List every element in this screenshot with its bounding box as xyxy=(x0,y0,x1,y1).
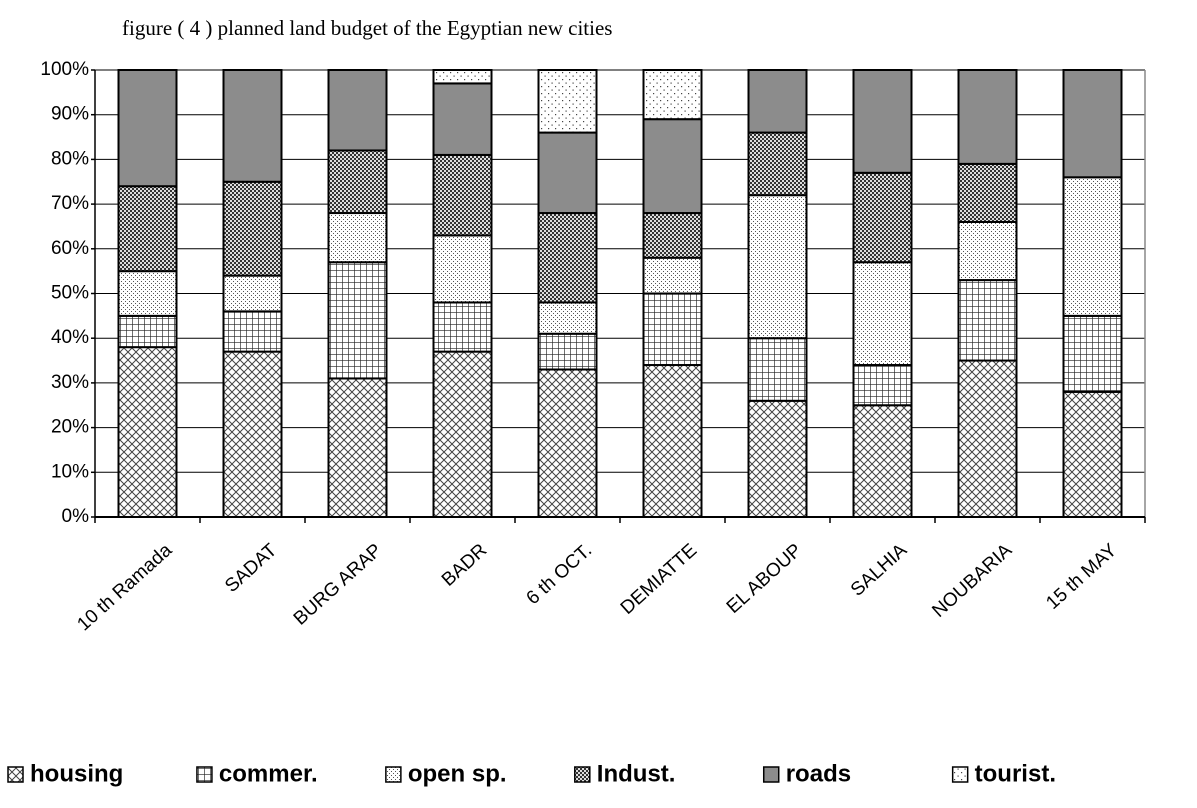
bar-segment xyxy=(432,153,493,237)
bar-segment xyxy=(747,337,808,402)
y-tick-label: 10% xyxy=(51,461,89,482)
bar-segment xyxy=(222,69,283,183)
bar-segment xyxy=(117,270,178,317)
bar-segment xyxy=(747,194,808,340)
bar-segment xyxy=(852,69,913,174)
bar-segment xyxy=(747,399,808,518)
bar-segment xyxy=(537,69,598,134)
legend-label: tourist. xyxy=(975,760,1056,787)
x-tick-label: 15 th MAY xyxy=(1042,540,1121,614)
bar-segment xyxy=(327,149,388,215)
bar-segment xyxy=(327,69,388,152)
legend-swatch xyxy=(196,766,213,783)
bar-segment xyxy=(432,301,493,353)
bar-segment xyxy=(432,82,493,156)
bar-segment xyxy=(852,171,913,264)
bar-segment xyxy=(852,404,913,518)
bar-segment xyxy=(537,301,598,335)
bar-segment xyxy=(327,212,388,264)
bar-segment xyxy=(222,180,283,277)
bar-segment xyxy=(642,212,703,259)
y-tick-label: 90% xyxy=(51,104,89,125)
x-tick-label: 6 th OCT. xyxy=(523,540,597,609)
bar-segment xyxy=(642,292,703,367)
x-tick-label: SALHIA xyxy=(847,540,912,601)
bar-segment xyxy=(222,350,283,518)
legend-label: roads xyxy=(786,760,851,787)
bar-segment xyxy=(957,162,1018,223)
legend-swatch xyxy=(385,766,402,783)
bar-segment xyxy=(852,261,913,367)
x-tick-label: BADR xyxy=(438,540,491,591)
legend-label: commer. xyxy=(219,760,318,787)
y-tick-label: 80% xyxy=(51,148,89,169)
legend-swatch xyxy=(7,766,24,783)
bar-segment xyxy=(537,332,598,371)
bar-segment xyxy=(222,310,283,353)
bar-segment xyxy=(747,131,808,197)
legend-swatch xyxy=(951,766,969,783)
bar-segment xyxy=(537,368,598,518)
bar-segment xyxy=(432,350,493,518)
y-tick-label: 30% xyxy=(51,372,89,393)
bar-segment xyxy=(1062,176,1123,317)
x-tick-label: BURG ARAP xyxy=(290,540,386,630)
bar-segment xyxy=(117,314,178,349)
bar-segment xyxy=(117,185,178,273)
legend-swatch xyxy=(762,766,780,783)
bar-segment xyxy=(957,220,1018,282)
y-tick-label: 100% xyxy=(40,59,89,80)
bar-segment xyxy=(537,212,598,304)
y-tick-label: 70% xyxy=(51,193,89,214)
bar-segment xyxy=(1062,69,1123,179)
x-tick-label: SADAT xyxy=(221,540,281,597)
bar-segment xyxy=(852,364,913,407)
bar-segment xyxy=(222,274,283,313)
bar-segment xyxy=(957,359,1018,518)
x-tick-label: NOUBARIA xyxy=(928,540,1016,622)
y-tick-label: 40% xyxy=(51,327,89,348)
bar-segment xyxy=(642,69,703,121)
bar-segment xyxy=(327,377,388,518)
bar-segment xyxy=(642,256,703,295)
bar-segment xyxy=(432,69,493,85)
legend-label: housing xyxy=(30,760,123,787)
y-tick-label: 60% xyxy=(51,238,89,259)
x-tick-label: 10 th Ramada xyxy=(73,540,176,636)
chart-title: figure ( 4 ) planned land budget of the … xyxy=(122,16,612,40)
bar-segment xyxy=(642,364,703,518)
bar-segment xyxy=(957,279,1018,362)
bar-segment xyxy=(117,346,178,519)
y-tick-label: 20% xyxy=(51,417,89,438)
y-tick-label: 0% xyxy=(62,506,90,527)
bar-segment xyxy=(642,118,703,215)
bar-segment xyxy=(432,234,493,304)
bar-segment xyxy=(327,261,388,380)
bar-segment xyxy=(117,69,178,188)
legend-label: Indust. xyxy=(597,760,676,787)
bar-segment xyxy=(537,131,598,215)
y-tick-label: 50% xyxy=(51,283,89,304)
legend-label: open sp. xyxy=(408,760,507,787)
x-tick-label: DEMIATTE xyxy=(617,540,701,619)
legend-swatch xyxy=(574,766,591,783)
bar-segment xyxy=(1062,314,1123,393)
bar-segment xyxy=(1062,390,1123,518)
bar-segment xyxy=(957,69,1018,165)
bar-segment xyxy=(747,69,808,134)
x-tick-label: EL ABOUP xyxy=(723,540,806,618)
